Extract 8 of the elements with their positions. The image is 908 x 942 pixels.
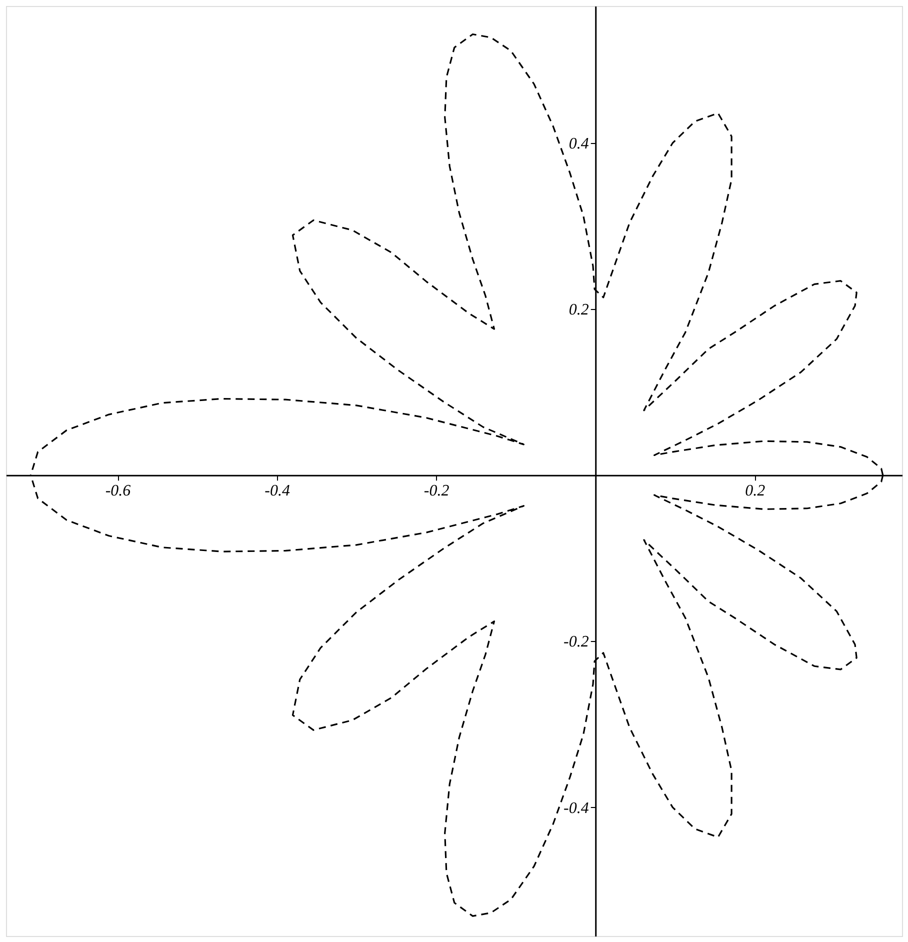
y-tick-label: -0.4: [564, 800, 589, 817]
x-tick-label: 0.2: [745, 482, 766, 500]
x-tick-label: -0.4: [264, 482, 290, 500]
y-tick-label: -0.2: [564, 634, 589, 651]
y-tick-label: 0.2: [568, 302, 589, 319]
y-tick-label: 0.4: [568, 136, 589, 153]
x-tick-label: -0.2: [424, 482, 450, 500]
x-tick-label: -0.6: [105, 482, 131, 500]
